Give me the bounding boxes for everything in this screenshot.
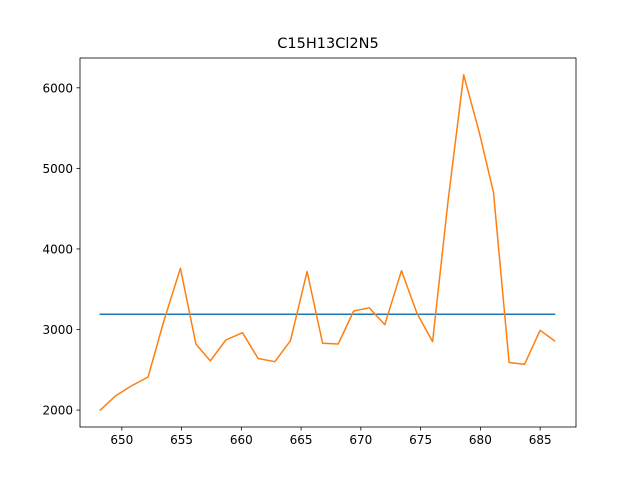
series-layer xyxy=(99,74,556,412)
x-tick-label: 655 xyxy=(170,433,193,447)
axes-layer: 650 655 660 665 670 675 680 685 2000 3000 4000 5000… xyxy=(42,57,577,447)
y-tick-label: 2000 xyxy=(42,404,73,418)
x-tick-label: 670 xyxy=(349,433,372,447)
x-tick-label: 675 xyxy=(409,433,432,447)
x-tick-label: 665 xyxy=(290,433,313,447)
plot-background xyxy=(80,58,576,427)
x-tick-label: 680 xyxy=(469,433,492,447)
x-tick-label: 685 xyxy=(529,433,552,447)
y-tick-label: 3000 xyxy=(42,323,73,337)
chart-title: C15H13Cl2N5 xyxy=(277,36,378,52)
y-tick-label: 5000 xyxy=(42,162,73,176)
series-1-line xyxy=(99,74,556,412)
x-tick-label: 660 xyxy=(230,433,253,447)
x-tick-label: 650 xyxy=(110,433,133,447)
y-tick-label: 6000 xyxy=(42,81,73,95)
axes-frame xyxy=(79,57,577,428)
y-tick-label: 4000 xyxy=(42,242,73,256)
plot-area xyxy=(80,58,576,427)
